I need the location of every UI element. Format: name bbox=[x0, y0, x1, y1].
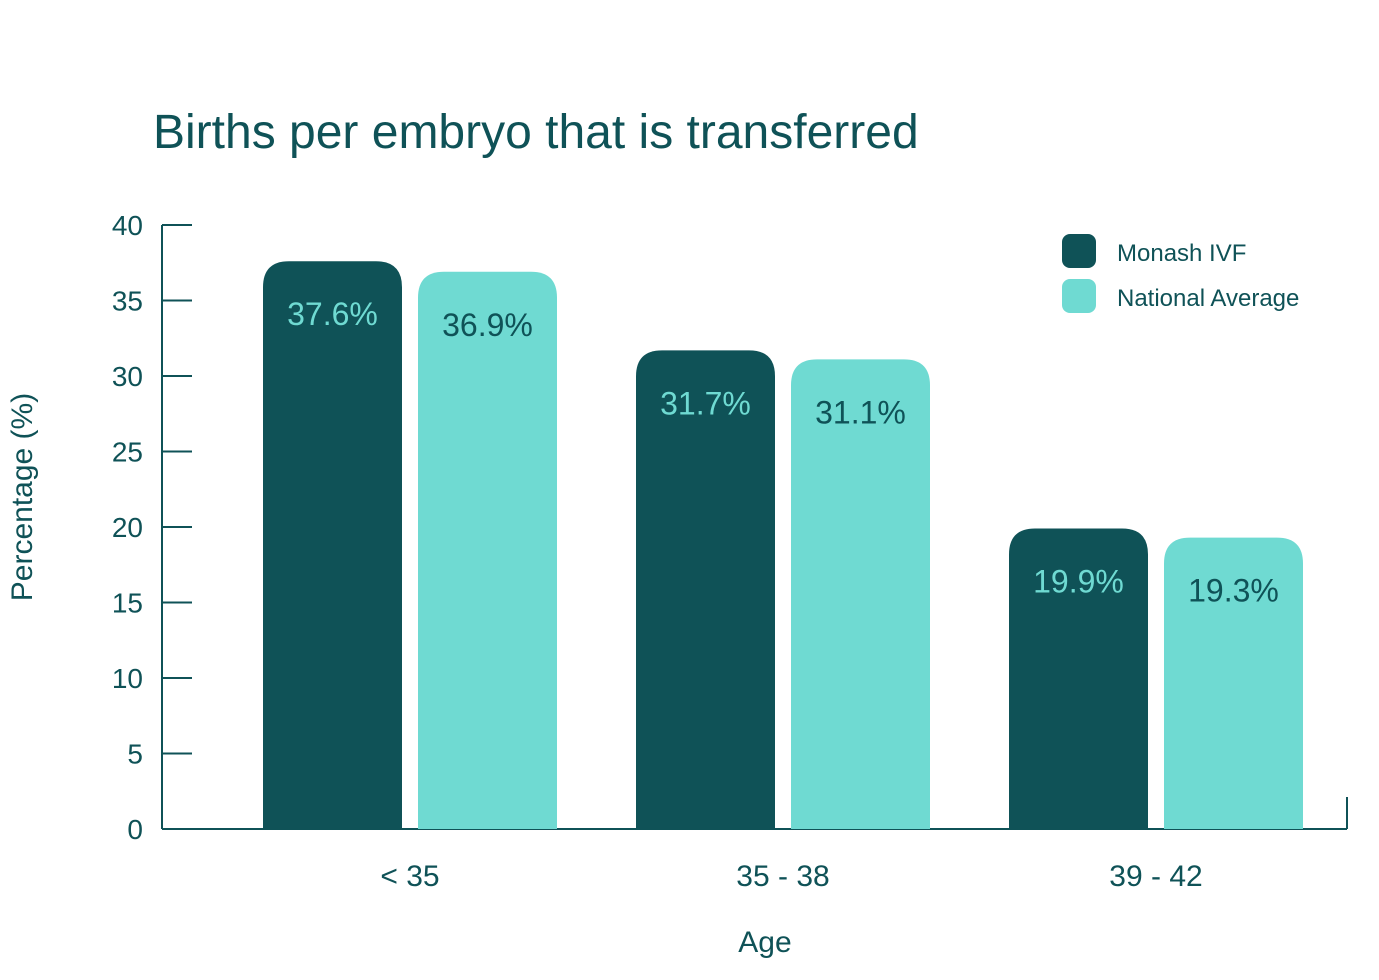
y-tick-label: 35 bbox=[112, 286, 143, 317]
bar bbox=[263, 261, 402, 829]
legend-swatch bbox=[1062, 234, 1096, 268]
x-tick-labels: < 35 35 - 38 39 - 42 bbox=[380, 860, 1202, 893]
x-axis-title: Age bbox=[738, 926, 791, 959]
data-label: 37.6% bbox=[287, 296, 378, 332]
legend-label: National Average bbox=[1117, 285, 1299, 312]
chart-title: Births per embryo that is transferred bbox=[153, 106, 919, 159]
legend-label: Monash IVF bbox=[1117, 240, 1246, 267]
legend-swatch bbox=[1062, 279, 1096, 313]
bars bbox=[263, 261, 1303, 829]
x-tick-label: < 35 bbox=[380, 860, 439, 893]
y-tick-label: 20 bbox=[112, 512, 143, 543]
y-tick-label: 10 bbox=[112, 663, 143, 694]
data-label: 31.1% bbox=[815, 394, 906, 430]
bar bbox=[636, 350, 775, 829]
legend: Monash IVF National Average bbox=[1062, 234, 1299, 313]
data-label: 36.9% bbox=[442, 307, 533, 343]
data-label: 19.3% bbox=[1188, 573, 1279, 609]
y-tick-label: 25 bbox=[112, 437, 143, 468]
y-tick-label: 0 bbox=[127, 814, 143, 845]
y-tick-label: 40 bbox=[112, 210, 143, 241]
data-label: 19.9% bbox=[1033, 564, 1124, 600]
bar bbox=[1164, 537, 1303, 829]
bar bbox=[791, 359, 930, 829]
data-labels: 37.6% 36.9% 31.7% 31.1% 19.9% 19.3% bbox=[287, 296, 1279, 608]
y-axis-title: Percentage (%) bbox=[6, 393, 39, 601]
y-axis: 0 5 10 15 20 25 30 35 40 bbox=[112, 210, 192, 845]
bar bbox=[418, 271, 557, 829]
bar bbox=[1009, 528, 1148, 829]
data-label: 31.7% bbox=[660, 385, 751, 421]
y-tick-label: 15 bbox=[112, 588, 143, 619]
x-tick-label: 35 - 38 bbox=[736, 860, 829, 893]
y-tick-label: 30 bbox=[112, 361, 143, 392]
x-tick-label: 39 - 42 bbox=[1109, 860, 1202, 893]
y-tick-label: 5 bbox=[127, 739, 143, 770]
